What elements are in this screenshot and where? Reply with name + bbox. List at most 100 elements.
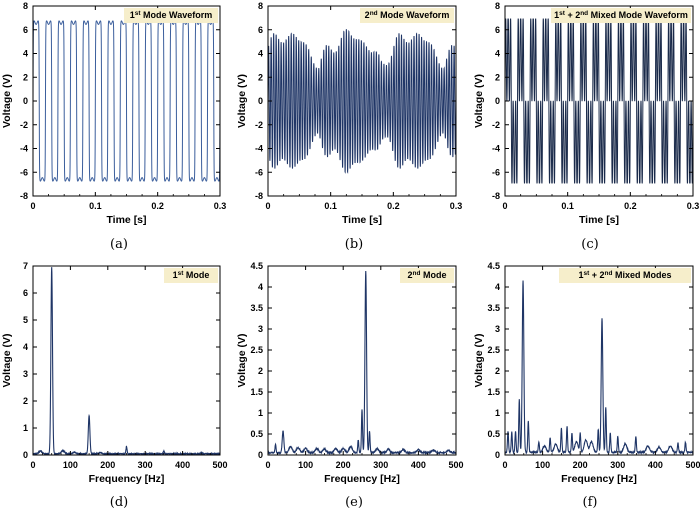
- y-tick-label: -8: [20, 191, 28, 201]
- x-tick-label: 200: [100, 460, 115, 470]
- y-tick-label: -4: [20, 144, 28, 154]
- y-tick-label: 2: [495, 366, 500, 376]
- y-tick-label: 2: [258, 72, 263, 82]
- y-tick-label: 4: [23, 49, 28, 59]
- x-tick-label: 0.3: [450, 201, 463, 211]
- x-tick-label: 0.1: [89, 201, 102, 211]
- x-tick-label: 500: [448, 460, 463, 470]
- y-tick-label: 0: [495, 96, 500, 106]
- x-tick-label: 100: [298, 460, 313, 470]
- x-tick-label: 0.1: [324, 201, 337, 211]
- x-tick-label: 500: [685, 460, 700, 470]
- x-axis-label: Frequency [Hz]: [324, 473, 400, 485]
- y-tick-label: -6: [492, 167, 500, 177]
- x-tick-label: 400: [411, 460, 426, 470]
- y-tick-label: 1.5: [250, 387, 263, 397]
- y-tick-label: 3.5: [487, 303, 500, 313]
- y-tick-label: -6: [255, 167, 263, 177]
- y-tick-label: -8: [492, 191, 500, 201]
- x-tick-label: 300: [610, 460, 625, 470]
- series-line: [268, 29, 456, 174]
- y-tick-label: -6: [20, 167, 28, 177]
- y-tick-label: -2: [492, 120, 500, 130]
- chart-title: 1st Mode Waveform: [130, 10, 212, 21]
- x-tick-label: 0.1: [561, 201, 574, 211]
- x-tick-label: 0: [502, 460, 507, 470]
- y-axis-label: Voltage (V): [236, 333, 248, 387]
- y-tick-label: 3.5: [250, 303, 263, 313]
- chart-title: 2nd Mode Waveform: [365, 10, 450, 21]
- panel-c: 0 0.1 0.2 0.3 -8 -6 -4 -2 0 2 4 6 8 Time [s] Voltage (…: [473, 1, 699, 252]
- y-tick-label: 1: [495, 408, 500, 418]
- panel-caption: (f): [583, 495, 598, 510]
- x-tick-label: 100: [535, 460, 550, 470]
- x-tick-label: 300: [138, 460, 153, 470]
- series-line: [268, 271, 456, 455]
- y-tick-label: 0.5: [487, 429, 500, 439]
- panel-caption: (b): [345, 237, 363, 252]
- x-tick-label: 400: [648, 460, 663, 470]
- y-axis-label: Voltage (V): [236, 74, 248, 128]
- series-line: [505, 18, 693, 184]
- y-tick-label: -4: [492, 144, 500, 154]
- title-box: [400, 268, 454, 283]
- y-tick-label: 6: [495, 25, 500, 35]
- y-tick-label: 1: [23, 423, 28, 433]
- y-tick-label: 3: [23, 369, 28, 379]
- panel-d: 0 100 200 300 400 500 0 1 2 3 4 5 6 7 Frequency [Hz] Vo…: [1, 261, 228, 510]
- chart-title: 1st + 2nd Mixed Mode Waveform: [554, 10, 688, 21]
- y-tick-label: 8: [258, 1, 263, 11]
- x-tick-label: 0.2: [624, 201, 637, 211]
- x-axis-label: Frequency [Hz]: [89, 473, 165, 485]
- x-tick-label: 0: [265, 201, 270, 211]
- y-tick-label: 7: [23, 261, 28, 271]
- y-tick-label: 3: [258, 324, 263, 334]
- x-tick-label: 500: [212, 460, 227, 470]
- x-tick-label: 400: [175, 460, 190, 470]
- x-tick-label: 0: [30, 460, 35, 470]
- y-tick-label: 2: [23, 72, 28, 82]
- panel-f: 0 100 200 300 400 500 0 0.5 1 1.5 2 2.5 3 3.5 4 4.5 Freq…: [473, 261, 700, 510]
- y-tick-label: 1.5: [487, 387, 500, 397]
- chart-title: 2nd Mode: [408, 270, 447, 281]
- y-tick-label: 3: [495, 324, 500, 334]
- x-axis-label: Time [s]: [106, 214, 146, 226]
- panel-e: 0 100 200 300 400 500 0 0.5 1 1.5 2 2.5 3 3.5 4 4.5 Freq…: [236, 261, 464, 510]
- y-tick-label: 4.5: [250, 261, 263, 271]
- panel-caption: (c): [581, 237, 598, 252]
- y-tick-label: 6: [23, 288, 28, 298]
- y-tick-label: -2: [20, 120, 28, 130]
- y-tick-label: 4: [258, 282, 263, 292]
- series-line: [33, 20, 220, 182]
- x-axis-label: Frequency [Hz]: [561, 473, 637, 485]
- y-tick-label: 1: [258, 408, 263, 418]
- y-tick-label: 0: [258, 96, 263, 106]
- x-tick-label: 0.3: [214, 201, 227, 211]
- title-box: [164, 268, 218, 283]
- x-tick-label: 0: [265, 460, 270, 470]
- y-tick-label: 5: [23, 315, 28, 325]
- x-axis-label: Time [s]: [342, 214, 382, 226]
- y-tick-label: -4: [255, 144, 263, 154]
- y-tick-label: 0: [495, 450, 500, 460]
- y-axis-label: Voltage (V): [473, 333, 485, 387]
- y-tick-label: 6: [258, 25, 263, 35]
- y-tick-label: 2: [258, 366, 263, 376]
- y-tick-label: 2: [23, 396, 28, 406]
- y-tick-label: 4: [258, 49, 263, 59]
- x-axis-label: Time [s]: [579, 214, 619, 226]
- plot-area: [33, 266, 220, 455]
- x-tick-label: 0.3: [687, 201, 700, 211]
- y-tick-label: 0: [23, 96, 28, 106]
- title-box: [124, 8, 218, 23]
- panel-a: 0 0.1 0.2 0.3 -8 -6 -4 -2 0 2 4 6 8 Time [s] Voltage (…: [1, 1, 226, 252]
- x-tick-label: 100: [63, 460, 78, 470]
- y-tick-label: 4: [495, 282, 500, 292]
- x-tick-label: 0: [30, 201, 35, 211]
- plot-area: [505, 266, 693, 455]
- y-tick-label: 8: [23, 1, 28, 11]
- y-tick-label: 4.5: [487, 261, 500, 271]
- x-tick-label: 200: [336, 460, 351, 470]
- title-box: [551, 8, 691, 23]
- panel-caption: (a): [110, 237, 128, 252]
